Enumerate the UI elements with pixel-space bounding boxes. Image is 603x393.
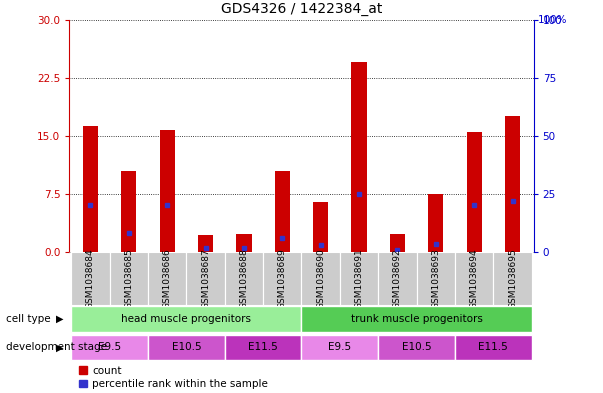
Text: head muscle progenitors: head muscle progenitors [121,314,251,324]
Bar [71,252,110,305]
Text: GSM1038688: GSM1038688 [239,248,248,309]
Text: E10.5: E10.5 [172,342,201,353]
Bar [417,252,455,305]
Bar [186,252,225,305]
Text: 100%: 100% [538,15,568,25]
Bar [71,307,302,332]
Bar [455,335,532,360]
Text: cell type: cell type [6,314,51,324]
Text: E11.5: E11.5 [479,342,508,353]
Text: GSM1038690: GSM1038690 [316,248,325,309]
Bar [225,335,302,360]
Text: development stage: development stage [6,342,107,353]
Text: E9.5: E9.5 [98,342,121,353]
Text: GSM1038689: GSM1038689 [278,248,287,309]
Text: GSM1038684: GSM1038684 [86,248,95,309]
Bar [148,252,186,305]
Text: GSM1038695: GSM1038695 [508,248,517,309]
Bar [455,252,493,305]
Bar [71,335,148,360]
Bar [274,171,290,252]
Text: GSM1038691: GSM1038691 [355,248,364,309]
Bar [313,202,329,252]
Bar [390,234,405,252]
Bar [198,235,213,252]
Bar [83,127,98,252]
Bar [148,335,225,360]
Bar [110,252,148,305]
Text: GSM1038693: GSM1038693 [431,248,440,309]
Title: GDS4326 / 1422384_at: GDS4326 / 1422384_at [221,2,382,16]
Bar [302,307,532,332]
Text: trunk muscle progenitors: trunk muscle progenitors [351,314,482,324]
Bar [428,194,443,252]
Bar [505,116,520,252]
Bar [225,252,263,305]
Text: GSM1038685: GSM1038685 [124,248,133,309]
Bar [493,252,532,305]
Text: E9.5: E9.5 [328,342,352,353]
Bar [121,171,136,252]
Bar [263,252,302,305]
Text: GSM1038687: GSM1038687 [201,248,210,309]
Text: E11.5: E11.5 [248,342,278,353]
Bar [340,252,378,305]
Bar [378,335,455,360]
Bar [352,62,367,252]
Text: ▶: ▶ [56,314,63,324]
Bar [378,252,417,305]
Bar [160,130,175,252]
Text: ▶: ▶ [56,342,63,353]
Text: GSM1038686: GSM1038686 [163,248,172,309]
Text: GSM1038692: GSM1038692 [393,248,402,309]
Legend: count, percentile rank within the sample: count, percentile rank within the sample [75,362,273,393]
Bar [302,252,340,305]
Text: E10.5: E10.5 [402,342,431,353]
Text: GSM1038694: GSM1038694 [470,248,479,309]
Bar [236,234,251,252]
Bar [302,335,378,360]
Bar [467,132,482,252]
